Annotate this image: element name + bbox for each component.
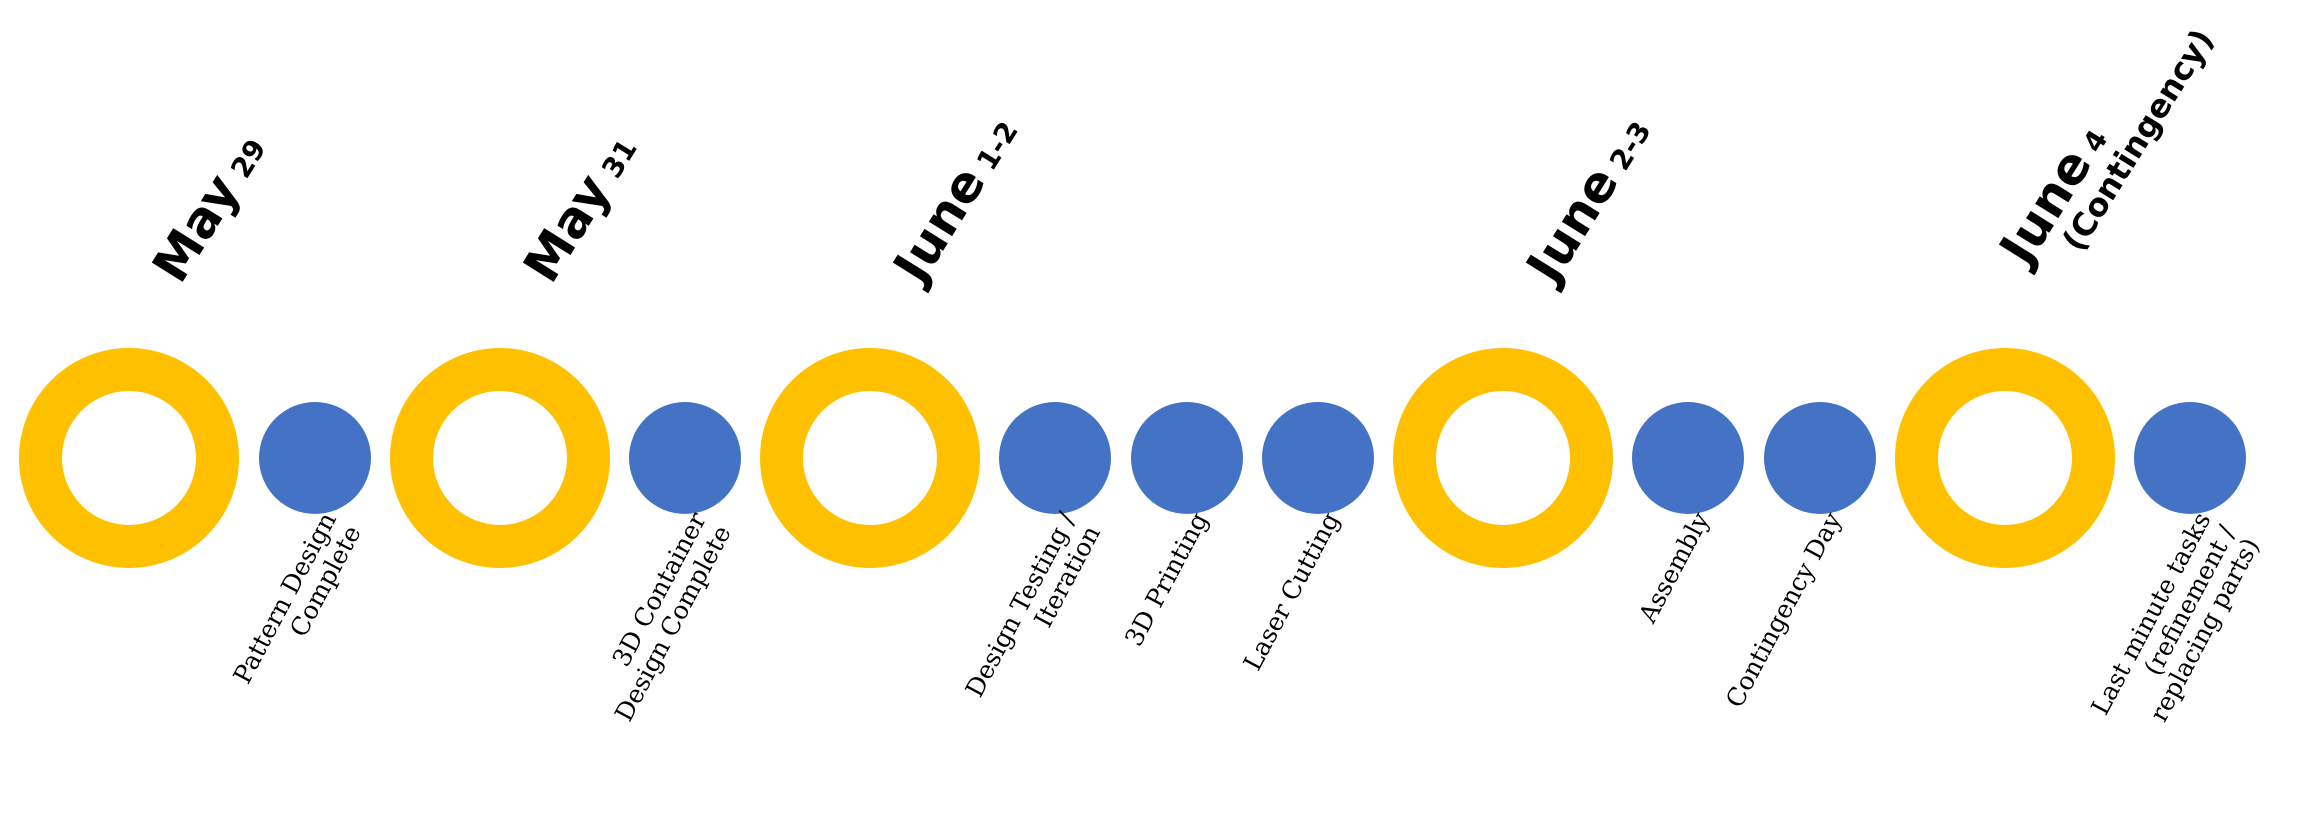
milestone-date-label: June2-3 <box>1515 107 1659 292</box>
milestone-marker <box>1895 348 2115 568</box>
milestone-day: 31 <box>595 133 644 184</box>
task-label: Design Testing / Iteration <box>959 507 1106 702</box>
task-label: 3D Container Design Complete <box>606 507 737 726</box>
task-label: Last minute tasks (refinement / replacin… <box>2085 507 2266 727</box>
milestone-month: May <box>141 164 252 293</box>
task-marker <box>1632 402 1744 514</box>
task-marker <box>999 402 1111 514</box>
task-marker <box>259 402 371 514</box>
task-marker <box>1764 402 1876 514</box>
task-label: Pattern Design Complete <box>227 507 367 689</box>
milestone-month: June <box>882 156 997 293</box>
milestone-date-label: May29 <box>141 125 274 292</box>
task-marker <box>1262 402 1374 514</box>
task-label: Laser Cutting <box>1237 507 1346 676</box>
milestone-marker <box>19 348 239 568</box>
task-label: 3D Printing <box>1119 507 1214 651</box>
milestone-date-label: June4 (Contingency) <box>1988 0 2221 290</box>
milestone-marker <box>760 348 980 568</box>
task-marker <box>629 402 741 514</box>
task-marker <box>1131 402 1243 514</box>
milestone-month: June <box>1515 156 1630 293</box>
milestone-marker <box>390 348 610 568</box>
milestone-day: 29 <box>224 133 273 184</box>
milestone-date-label: June1-2 <box>882 107 1026 292</box>
task-label: Assembly <box>1632 507 1716 628</box>
milestone-day: 2-3 <box>1603 115 1658 177</box>
task-marker <box>2134 402 2246 514</box>
milestone-marker <box>1393 348 1613 568</box>
milestone-date-label: May31 <box>512 125 645 292</box>
milestone-day: 1-2 <box>970 115 1025 177</box>
task-label: Contingency Day <box>1719 507 1848 713</box>
milestone-month: May <box>512 164 623 293</box>
